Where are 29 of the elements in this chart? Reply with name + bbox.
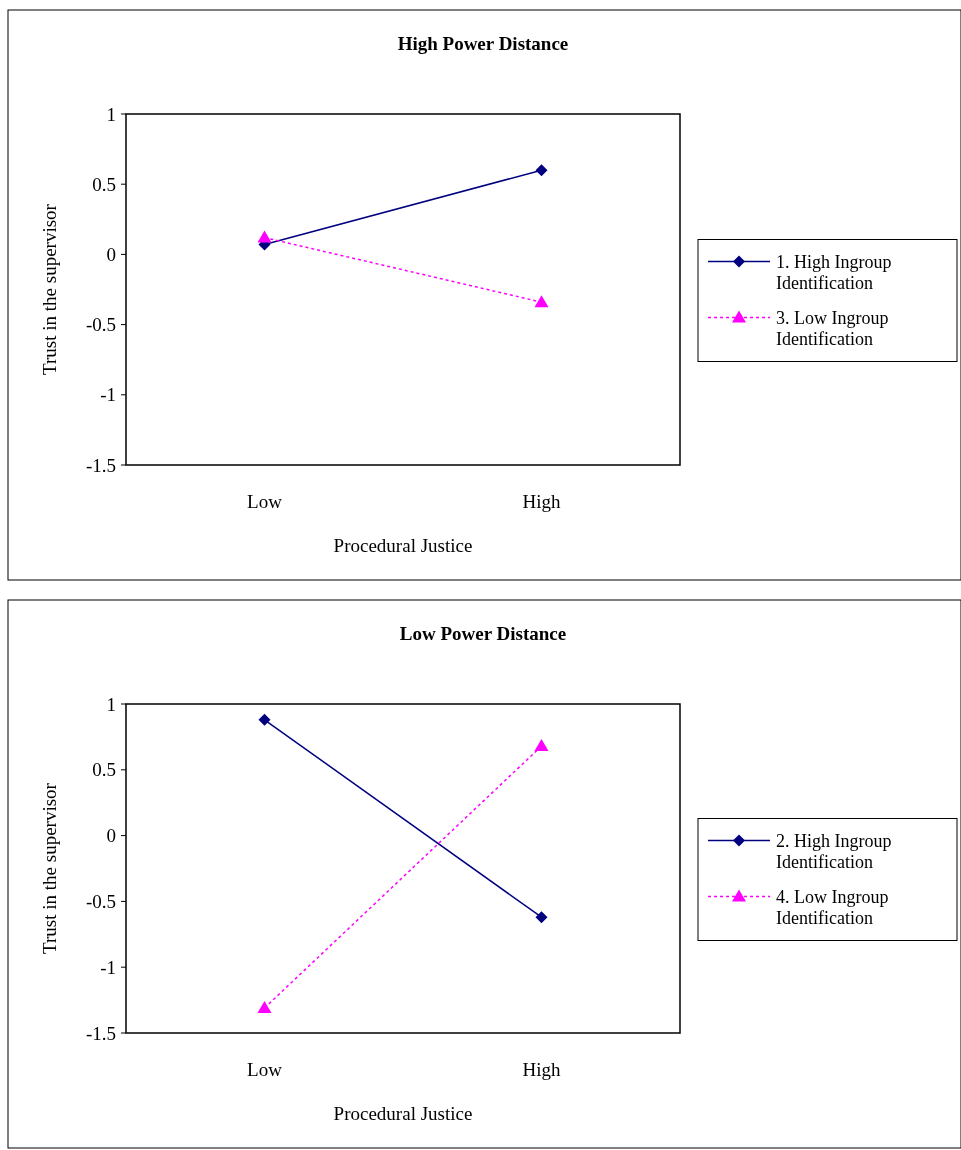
- y-tick-label: -1.5: [85, 454, 116, 476]
- y-tick-label: 1: [106, 103, 116, 125]
- y-axis-title: Trust in the supervisor: [39, 782, 60, 954]
- chart-title: Low Power Distance: [399, 623, 567, 644]
- x-axis-title: Procedural Justice: [333, 535, 473, 556]
- y-tick-label: 0: [106, 825, 116, 847]
- y-tick-label: -1: [100, 384, 116, 406]
- x-tick-label: High: [522, 1059, 561, 1080]
- legend-label: 1. High Ingroup Identification: [776, 251, 892, 294]
- x-tick-label: Low: [247, 1059, 283, 1080]
- y-tick-label: -0.5: [85, 314, 116, 336]
- x-axis-title: Procedural Justice: [333, 1103, 473, 1124]
- y-tick-label: -0.5: [85, 891, 116, 913]
- y-tick-label: 0.5: [92, 173, 116, 195]
- y-tick-label: 0.5: [92, 759, 116, 781]
- legend-label: 4. Low Ingroup Identification: [776, 886, 889, 929]
- y-tick-label: 1: [106, 693, 116, 715]
- point: [258, 713, 271, 726]
- x-tick-label: Low: [247, 491, 283, 512]
- legend-label: 3. Low Ingroup Identification: [776, 307, 889, 350]
- y-tick-label: -1.5: [85, 1022, 116, 1044]
- y-axis-title: Trust in the supervisor: [39, 203, 60, 375]
- point: [535, 911, 548, 924]
- chart-title: High Power Distance: [397, 33, 569, 54]
- legend-label: 2. High Ingroup Identification: [776, 830, 892, 873]
- y-tick-label: -1: [100, 956, 116, 978]
- x-tick-label: High: [522, 491, 561, 512]
- y-tick-label: 0: [106, 244, 116, 266]
- point: [535, 164, 548, 177]
